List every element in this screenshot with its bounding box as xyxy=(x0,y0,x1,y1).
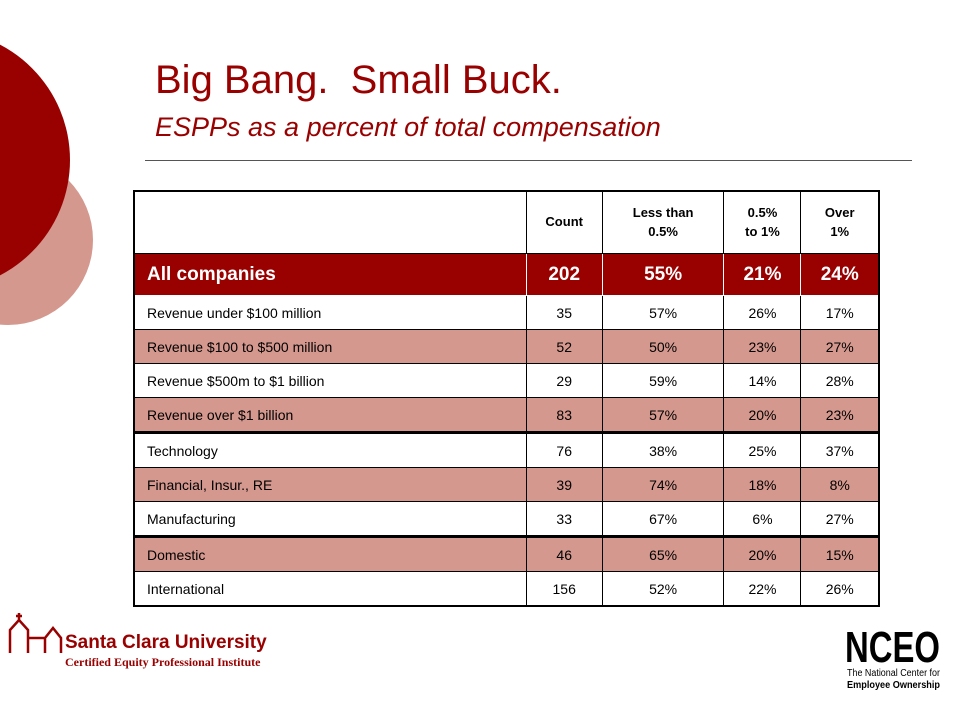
header-line: 1% xyxy=(830,223,850,239)
row-label: Domestic xyxy=(133,536,527,572)
data-table: Count Less than 0.5% 0.5% to 1% Over 1% All com… xyxy=(133,190,880,607)
cell: 15% xyxy=(800,536,880,572)
cell: 57% xyxy=(601,295,725,330)
row-label: Revenue $100 to $500 million xyxy=(133,329,527,364)
cell: 22% xyxy=(723,571,802,607)
cell: 74% xyxy=(601,467,725,502)
column-header: Over 1% xyxy=(800,190,880,254)
table-row: Revenue over $1 billion 83 57% 20% 23% xyxy=(133,397,880,434)
cell: 23% xyxy=(723,329,802,364)
subtitle: ESPPs as a percent of total compensation xyxy=(155,112,661,142)
cell: 156 xyxy=(525,571,603,607)
row-label: International xyxy=(133,571,527,607)
header-line: 0.5% xyxy=(648,223,678,239)
row-label: Revenue over $1 billion xyxy=(133,397,527,434)
title: Big Bang. Small Buck. xyxy=(155,58,562,102)
cell: 28% xyxy=(800,363,880,398)
header-line: to 1% xyxy=(745,223,780,239)
decor xyxy=(0,44,93,325)
cell: 50% xyxy=(601,329,725,364)
header-line: 0.5% xyxy=(747,204,778,220)
logo-line: Employee Ownership xyxy=(847,680,940,691)
cell: 18% xyxy=(723,467,802,502)
cell: 6% xyxy=(723,501,802,538)
cell: 55% xyxy=(601,253,725,296)
cell: 65% xyxy=(601,536,725,572)
cell: 26% xyxy=(723,295,802,330)
cell: 38% xyxy=(601,432,725,468)
cell: 25% xyxy=(723,432,802,468)
corner-cell xyxy=(133,190,527,254)
table-row: Technology 76 38% 25% 37% xyxy=(133,432,880,468)
cell: 27% xyxy=(800,329,880,364)
table-row: Revenue $100 to $500 million 52 50% 23% 27% xyxy=(133,329,880,364)
row-label: Revenue $500m to $1 billion xyxy=(133,363,527,398)
cell: 37% xyxy=(800,432,880,468)
row-label: Manufacturing xyxy=(133,501,527,538)
cell: 20% xyxy=(723,536,802,572)
row-label: Technology xyxy=(133,432,527,468)
header-row: Count Less than 0.5% 0.5% to 1% Over 1% xyxy=(133,190,880,254)
cell: 23% xyxy=(800,397,880,434)
column-header: Less than 0.5% xyxy=(601,190,725,254)
row-label: All companies xyxy=(133,253,527,296)
cell: 76 xyxy=(525,432,603,468)
logo-name: NCEO xyxy=(845,623,940,672)
table-row: All companies 202 55% 21% 24% xyxy=(133,253,880,296)
table-row: Revenue $500m to $1 billion 29 59% 14% 28% xyxy=(133,363,880,398)
logo-tagline: Certified Equity Professional Institute xyxy=(65,655,261,669)
cell: 46 xyxy=(525,536,603,572)
cell: 83 xyxy=(525,397,603,434)
table-row: Financial, Insur., RE 39 74% 18% 8% xyxy=(133,467,880,502)
divider xyxy=(145,160,912,161)
table-row: Revenue under $100 million 35 57% 26% 17% xyxy=(133,295,880,330)
cell: 20% xyxy=(723,397,802,434)
cell: 21% xyxy=(723,253,802,296)
cell: 59% xyxy=(601,363,725,398)
logo-line: The National Center for xyxy=(847,668,941,679)
cell: 35 xyxy=(525,295,603,330)
table-row: International 156 52% 22% 26% xyxy=(133,571,880,607)
mission-icon xyxy=(8,613,63,653)
header-line: Less than xyxy=(632,204,694,220)
cell: 26% xyxy=(800,571,880,607)
header-line: Over xyxy=(824,204,855,220)
cell: 29 xyxy=(525,363,603,398)
cell: 39 xyxy=(525,467,603,502)
cell: 52% xyxy=(601,571,725,607)
table-row: Domestic 46 65% 20% 15% xyxy=(133,536,880,572)
logo-name: Santa Clara University xyxy=(65,632,267,653)
cell: 67% xyxy=(601,501,725,538)
row-label: Financial, Insur., RE xyxy=(133,467,527,502)
circle-dark xyxy=(0,44,70,276)
column-header: Count xyxy=(525,190,603,254)
cell: 24% xyxy=(800,253,880,296)
nceo-logo: NCEO The National Center for Employee Ow… xyxy=(845,623,941,691)
header-line: Count xyxy=(545,214,583,230)
cell: 14% xyxy=(723,363,802,398)
scu-logo: Santa Clara University Certified Equity … xyxy=(8,613,267,669)
column-header: 0.5% to 1% xyxy=(723,190,802,254)
cell: 57% xyxy=(601,397,725,434)
cell: 33 xyxy=(525,501,603,538)
cell: 202 xyxy=(525,253,603,296)
cell: 27% xyxy=(800,501,880,538)
row-label: Revenue under $100 million xyxy=(133,295,527,330)
cell: 52 xyxy=(525,329,603,364)
cell: 8% xyxy=(800,467,880,502)
cell: 17% xyxy=(800,295,880,330)
table-row: Manufacturing 33 67% 6% 27% xyxy=(133,501,880,538)
